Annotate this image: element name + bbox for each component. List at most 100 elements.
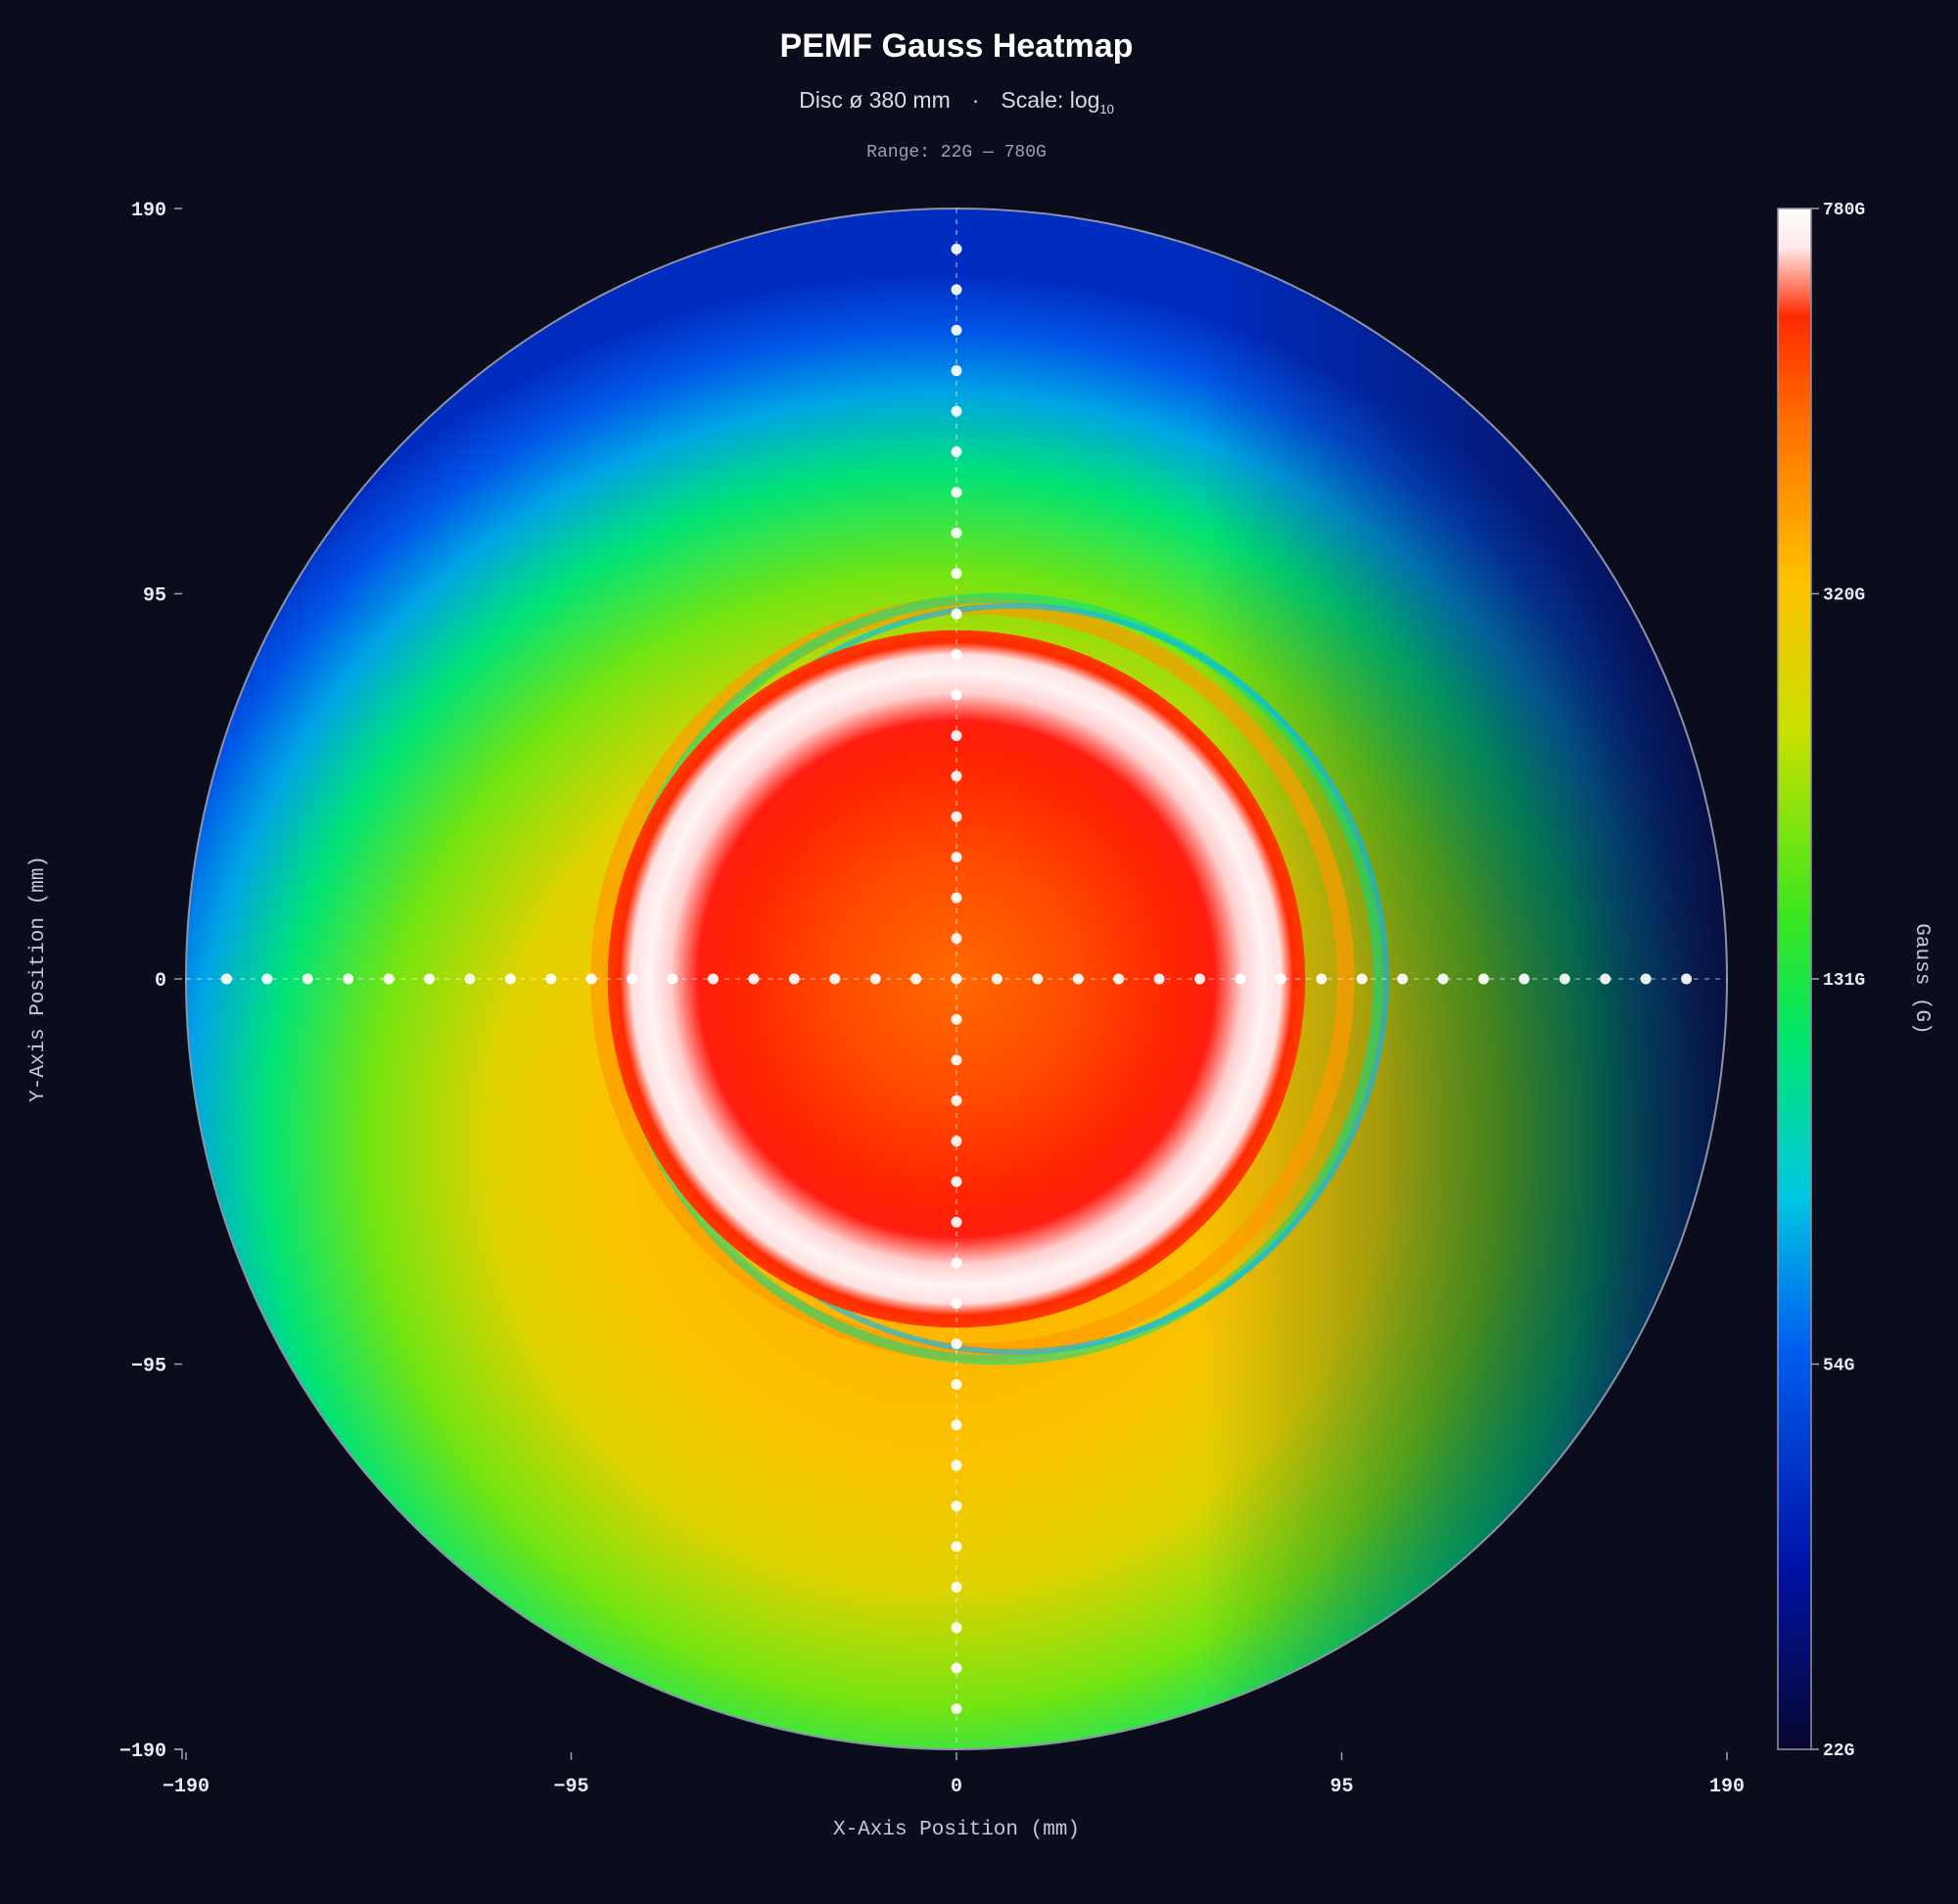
measurement-point (504, 973, 516, 985)
measurement-point (1194, 973, 1206, 985)
x-tick-label: −190 (163, 1776, 210, 1798)
measurement-point (869, 973, 881, 985)
measurement-point (951, 1378, 962, 1390)
measurement-point (951, 649, 962, 661)
measurement-point (302, 973, 313, 985)
measurement-point (951, 1541, 962, 1553)
measurement-point (1113, 973, 1125, 985)
measurement-point (951, 487, 962, 498)
x-tick-label: −95 (553, 1776, 588, 1798)
measurement-points (220, 243, 1693, 1715)
measurement-point (261, 973, 273, 985)
measurement-point (951, 1500, 962, 1511)
colorbar-label: Gauss (G) (1910, 923, 1933, 1034)
subtitle-separator: · (972, 87, 980, 113)
measurement-point (667, 973, 678, 985)
measurement-point (424, 973, 436, 985)
measurement-point (951, 243, 962, 255)
colorbar-gradient-bar (1777, 208, 1812, 1750)
colorbar-tick-label: 131G (1823, 971, 1865, 991)
colorbar-tick-label: 22G (1823, 1741, 1854, 1761)
measurement-point (951, 1094, 962, 1106)
measurement-point (951, 284, 962, 296)
measurement-point (951, 405, 962, 417)
measurement-point (1600, 973, 1611, 985)
measurement-point (951, 365, 962, 377)
measurement-point (220, 973, 232, 985)
measurement-point (951, 770, 962, 782)
measurement-point (1235, 973, 1246, 985)
measurement-point (991, 973, 1002, 985)
y-tick-label: −190 (119, 1741, 166, 1763)
measurement-point (383, 973, 395, 985)
colorbar-tick-label: 780G (1823, 201, 1865, 220)
measurement-point (951, 568, 962, 580)
measurement-point (748, 973, 760, 985)
measurement-point (1477, 973, 1489, 985)
measurement-point (951, 892, 962, 904)
colorbar-tick-label: 54G (1823, 1357, 1854, 1376)
disc-outline (185, 208, 1728, 1750)
x-tick-label: 95 (1329, 1776, 1353, 1798)
measurement-point (910, 973, 922, 985)
measurement-point (788, 973, 800, 985)
measurement-point (464, 973, 476, 985)
measurement-point (1356, 973, 1368, 985)
measurement-point (951, 324, 962, 336)
measurement-point (951, 811, 962, 822)
measurement-point (1681, 973, 1693, 985)
measurement-point (951, 446, 962, 458)
subtitle-scale: Scale: log (1001, 87, 1099, 113)
y-tick-label: −95 (131, 1356, 166, 1378)
measurement-point (1072, 973, 1084, 985)
measurement-point (1640, 973, 1652, 985)
measurement-point (343, 973, 354, 985)
measurement-point (951, 1622, 962, 1634)
measurement-point (1032, 973, 1044, 985)
measurement-point (627, 973, 638, 985)
measurement-point (951, 1297, 962, 1309)
measurement-point (951, 1419, 962, 1431)
measurement-point (951, 1460, 962, 1471)
colorbar-tick-label: 320G (1823, 586, 1865, 606)
measurement-point (951, 1257, 962, 1269)
measurement-point (1518, 973, 1530, 985)
y-axis-label: Y-Axis Position (mm) (27, 856, 50, 1102)
measurement-point (951, 933, 962, 945)
subtitle-scale-subscript: 10 (1099, 102, 1113, 116)
measurement-point (951, 1136, 962, 1147)
measurement-point (829, 973, 841, 985)
measurement-point (1316, 973, 1328, 985)
x-tick-label: 190 (1709, 1776, 1745, 1798)
measurement-point (1559, 973, 1570, 985)
y-tick-label: 190 (131, 200, 166, 222)
chart-subtitle: Disc ø 380 mm · Scale: log10 (799, 87, 1114, 116)
axis-corner (174, 1748, 183, 1759)
measurement-point (951, 1013, 962, 1025)
colorbar: 780G 320G 131G 54G 22G (1777, 201, 1865, 1761)
measurement-point (951, 608, 962, 620)
measurement-point (951, 1054, 962, 1066)
measurement-point (545, 973, 557, 985)
chart-title: PEMF Gauss Heatmap (780, 27, 1134, 65)
measurement-point (951, 973, 962, 985)
measurement-point (951, 689, 962, 701)
y-tick-label: 0 (155, 970, 166, 993)
measurement-point (585, 973, 597, 985)
crosshair-lines (186, 209, 1727, 1749)
measurement-point (951, 729, 962, 741)
measurement-point (951, 1176, 962, 1187)
subtitle-disc: Disc ø 380 mm (799, 87, 951, 113)
measurement-point (951, 1662, 962, 1674)
x-axis-label: X-Axis Position (mm) (833, 1819, 1080, 1841)
measurement-point (1153, 973, 1165, 985)
measurement-point (951, 527, 962, 538)
measurement-point (1397, 973, 1409, 985)
measurement-point (951, 1338, 962, 1350)
range-label: Range: 22G — 780G (866, 143, 1047, 163)
measurement-point (707, 973, 719, 985)
y-tick-label: 95 (143, 585, 166, 608)
measurement-point (951, 1703, 962, 1715)
measurement-point (1275, 973, 1286, 985)
